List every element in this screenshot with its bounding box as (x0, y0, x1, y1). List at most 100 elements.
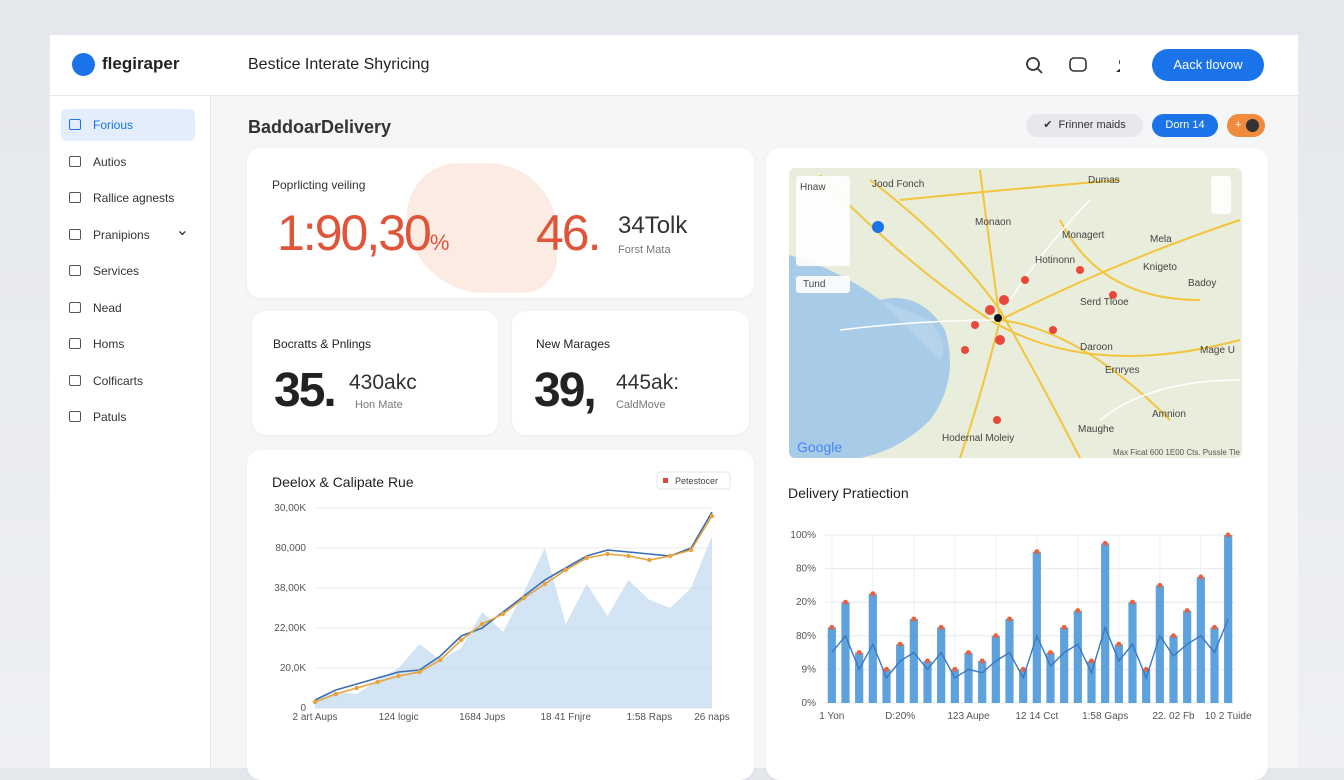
nav-item[interactable]: Pranipions ⌄ (61, 219, 195, 251)
bar (978, 661, 987, 703)
filter[interactable]: ✔ Frinner maids (1026, 114, 1143, 137)
kpi-big: 35. (274, 364, 337, 417)
bar (868, 593, 877, 703)
action-text: + (1235, 119, 1242, 131)
nav-item[interactable]: Autios (61, 146, 195, 178)
point (312, 699, 318, 705)
bar (882, 669, 891, 703)
x-tick-label: 124 logic (379, 712, 419, 723)
point (375, 679, 380, 685)
point (584, 555, 589, 561)
map-label: Hotinonn (1035, 255, 1075, 266)
map-label: Serd Tlooe (1080, 297, 1129, 308)
nav-item[interactable]: Patuls (61, 401, 195, 433)
map-label: Maughe (1078, 424, 1115, 435)
point (688, 547, 694, 553)
bar (1128, 602, 1137, 703)
map-label: Daroon (1080, 342, 1113, 353)
point (563, 567, 568, 573)
map-brand: Google (797, 439, 842, 455)
kpi-value: 1:90,30% (277, 204, 449, 262)
nav-item[interactable]: Forious (61, 109, 195, 141)
bar-marker (925, 658, 930, 664)
nav-label: Nead (93, 300, 122, 315)
bar-marker (966, 650, 971, 656)
point (647, 557, 652, 563)
x-tick-label: 22. 02 Fb (1152, 711, 1195, 722)
map-label: Ernryes (1105, 365, 1139, 376)
y-tick-label: 0 (300, 703, 306, 714)
bar-marker (952, 666, 958, 672)
bar-marker (979, 658, 985, 664)
bar (1210, 627, 1219, 703)
point (459, 637, 464, 643)
bar-marker (1130, 599, 1135, 605)
bar-marker (1116, 641, 1122, 647)
bar-marker (911, 616, 917, 622)
action[interactable]: + (1227, 114, 1265, 137)
point (626, 553, 631, 559)
sidebar (50, 96, 211, 768)
bar (1183, 610, 1192, 703)
kpi-big: 39, (534, 364, 597, 417)
bar-marker (856, 650, 862, 656)
x-tick-label: D:20% (885, 711, 915, 722)
bar-marker (1048, 650, 1053, 656)
badge[interactable]: Dorn 14 (1152, 114, 1218, 137)
nav-label: Pranipions (93, 227, 150, 242)
bar (1114, 644, 1123, 703)
kpi-label: Poprlicting veiling (272, 178, 366, 192)
kpi-small: 445ak: (616, 371, 680, 394)
x-tick-label: 10 2 Tuide (1205, 711, 1252, 722)
legend-label: Petestocer (675, 476, 718, 486)
bar-marker (829, 624, 835, 630)
bar (1032, 551, 1041, 703)
bar (964, 652, 973, 703)
y-tick-label: 20% (796, 597, 816, 608)
bar (1101, 543, 1110, 703)
kpi-note: Forst Mata (618, 244, 671, 256)
line (831, 618, 1229, 680)
map-label: Amnion (1152, 409, 1186, 420)
point (542, 581, 548, 587)
x-tick-label: 2 art Aups (292, 712, 337, 723)
map-label: Mage U (1200, 345, 1235, 356)
bar-marker (1034, 549, 1040, 555)
nav-item[interactable]: Services (61, 255, 195, 287)
bar-marker (1020, 666, 1026, 672)
bar (855, 652, 864, 703)
bar (1005, 619, 1014, 703)
y-tick-label: 80,000 (275, 543, 306, 554)
point (668, 553, 673, 559)
nav-label: Homs (93, 337, 125, 351)
map-footer: Max Ficat 600 1E00 Cts. Pussle Tle (1113, 448, 1241, 457)
point (417, 669, 422, 675)
nav-label: Services (93, 264, 140, 278)
page-title: BaddoarDelivery (248, 117, 392, 137)
header-button[interactable]: Aack tlovow (1152, 49, 1264, 81)
bar (1073, 610, 1082, 703)
bar-marker (1225, 532, 1231, 538)
map-label: Hodernal Moleiy (942, 433, 1014, 444)
bar (1169, 635, 1178, 703)
y-tick-label: 30,00K (274, 503, 306, 514)
nav-item[interactable]: Colficarts (61, 365, 195, 397)
bar-marker (1171, 633, 1176, 639)
filter-text: Frinner maids (1058, 119, 1126, 131)
line (314, 515, 713, 703)
nav-item[interactable]: Homs (61, 328, 195, 360)
bar (909, 619, 918, 703)
bar-marker (938, 624, 944, 630)
bar-marker (1007, 616, 1012, 622)
bar-marker (993, 633, 999, 639)
y-tick-label: 80% (796, 631, 816, 642)
point (500, 611, 506, 617)
nav-item[interactable]: Rallice agnests (61, 182, 195, 214)
chart-title: Deelox & Calipate Rue (272, 474, 414, 490)
nav-item[interactable]: Nead (61, 292, 195, 324)
bar (991, 635, 1000, 703)
map-label: Knigeto (1143, 262, 1177, 273)
line (314, 511, 713, 701)
bar (923, 661, 932, 703)
